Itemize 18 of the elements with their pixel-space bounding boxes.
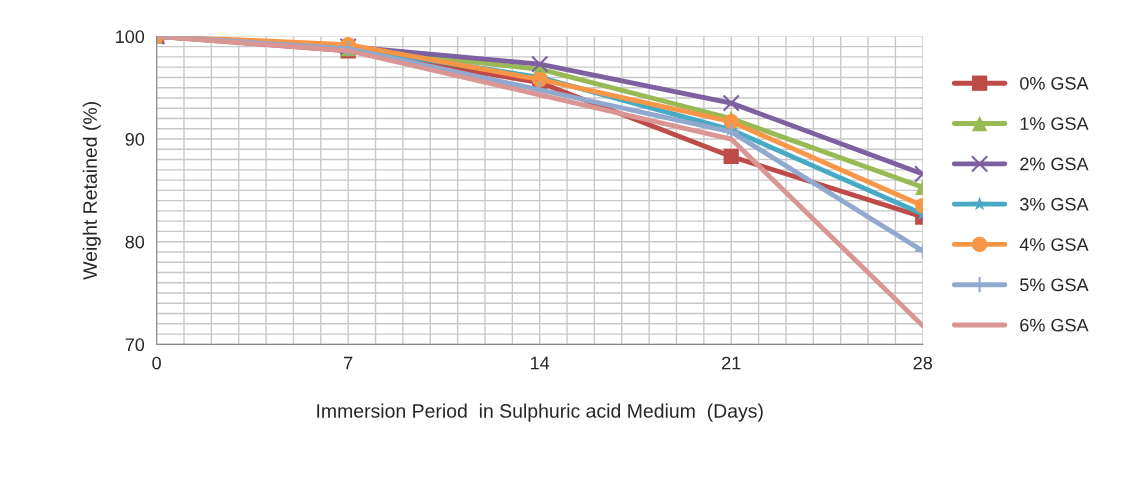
y-tick-label: 90	[125, 132, 145, 146]
y-tick-label: 70	[125, 338, 145, 352]
y-axis-title: Weight Retained (%)	[82, 102, 101, 280]
x-tick-label: 0	[152, 356, 161, 370]
x-axis-title: Immersion Period in Sulphuric acid Medium (Days)	[317, 403, 763, 422]
x-tick-label: 7	[344, 356, 353, 370]
legend-label: 0% GSA	[1020, 76, 1089, 90]
legend-label: 6% GSA	[1020, 318, 1089, 332]
x-tick-label: 14	[531, 356, 550, 370]
x-tick-label: 21	[722, 356, 741, 370]
x-tick-label: 28	[913, 356, 933, 370]
legend-label: 5% GSA	[1020, 278, 1089, 292]
legend-label: 2% GSA	[1020, 157, 1089, 171]
legend-label: 3% GSA	[1020, 197, 1089, 211]
legend-label: 1% GSA	[1020, 117, 1089, 130]
legend-label: 4% GSA	[1019, 238, 1089, 251]
y-tick-label: 80	[125, 235, 145, 249]
y-tick-label: 100	[116, 30, 145, 44]
